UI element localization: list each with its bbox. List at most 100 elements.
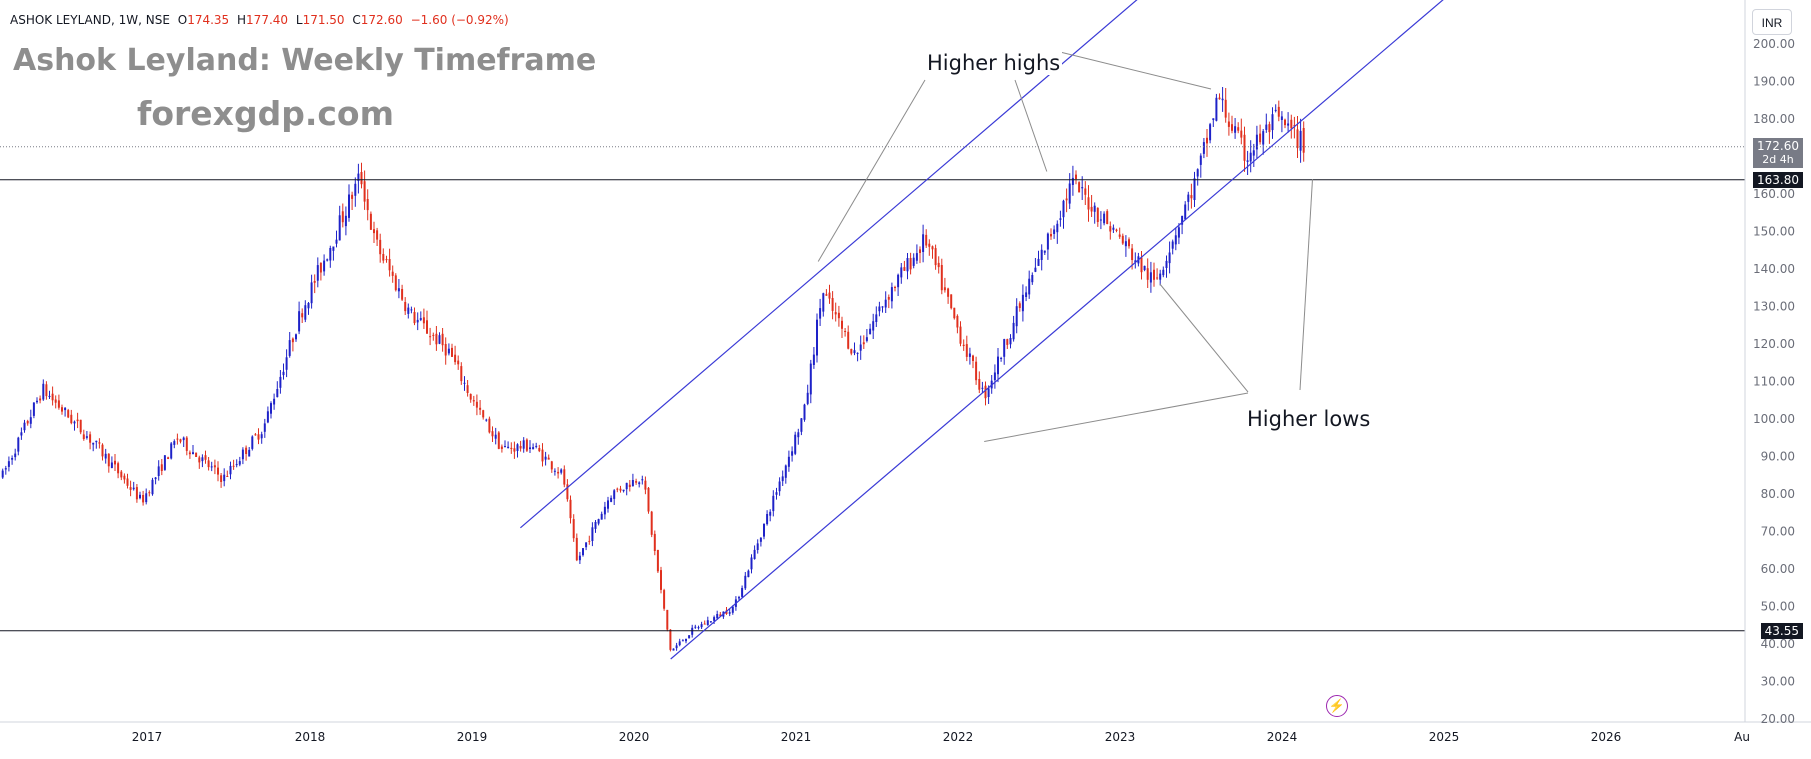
candle-body (85, 436, 88, 438)
candle (1068, 173, 1071, 209)
candle-body (67, 410, 70, 418)
candle-body (123, 475, 126, 480)
candle (1050, 228, 1052, 240)
candle (706, 616, 709, 626)
candle-body (351, 194, 354, 199)
candle (207, 457, 210, 471)
candle-body (494, 434, 497, 439)
candle-body (997, 356, 999, 375)
watermark-title: Ashok Leyland: Weekly Timeframe (13, 43, 597, 78)
time-axis[interactable]: 2017 2018 2019 2020 2021 2022 2023 2024 2025 2026… (132, 730, 1750, 744)
candle (204, 450, 207, 464)
candle-body (226, 476, 229, 477)
candle-body (1093, 205, 1096, 212)
candle (226, 470, 229, 477)
candle-body (188, 452, 191, 455)
candle (1218, 93, 1221, 100)
candle-body (940, 265, 943, 291)
candle (469, 393, 472, 403)
candle-body (628, 484, 631, 487)
candle (167, 456, 170, 460)
candle (897, 273, 900, 296)
candle (1187, 191, 1190, 211)
candle-body (1015, 306, 1018, 327)
candle-body (307, 303, 310, 309)
candle-body (475, 401, 478, 408)
candle-body (535, 445, 538, 447)
candle (516, 443, 519, 458)
candle-body (363, 181, 366, 202)
candle (61, 404, 63, 415)
candle (429, 327, 432, 346)
candle-body (1280, 116, 1283, 120)
candle (1, 468, 4, 479)
candle (828, 284, 831, 304)
candle (360, 162, 363, 189)
candle (1071, 165, 1074, 196)
candle-body (1190, 195, 1193, 199)
candle (859, 335, 862, 360)
time-tick-label: 2024 (1267, 730, 1298, 744)
level-tag-upper: 163.80 (1753, 171, 1803, 188)
candle (947, 287, 950, 304)
candle (728, 608, 731, 617)
candle-body (1096, 207, 1099, 222)
candle-body (1221, 98, 1224, 101)
candle (1075, 170, 1077, 185)
candle (323, 254, 326, 276)
annotation-higher-highs: Higher highs (925, 51, 1063, 75)
symbol-legend: ASHOK LEYLAND, 1W, NSE O174.35 H177.40 L… (10, 13, 509, 27)
candle-body (719, 614, 722, 617)
candle (273, 393, 276, 410)
candle-body (101, 444, 104, 457)
candle (588, 535, 591, 545)
candle (881, 306, 884, 313)
candle (176, 433, 179, 445)
candle (616, 487, 619, 493)
candle (553, 468, 556, 476)
candle-body (569, 499, 572, 519)
candle (354, 177, 357, 207)
candle (48, 390, 51, 399)
price-axis[interactable]: 20.00 30.00 40.00 50.00 60.00 70.00 80.00 90.00… (1753, 37, 1795, 726)
flash-event-icon[interactable]: ⚡ (1326, 695, 1348, 717)
candle-body (51, 393, 54, 401)
candle-body (276, 389, 279, 398)
candle-body (29, 417, 32, 424)
candle (220, 473, 223, 488)
candle (538, 444, 541, 453)
candle-body (285, 357, 288, 370)
candle (173, 439, 176, 449)
candle (669, 629, 672, 652)
candle-body (566, 484, 569, 500)
candle (251, 435, 254, 451)
candle-body (1087, 197, 1090, 210)
candle-body (541, 449, 544, 462)
candle-body (881, 306, 884, 308)
candle-body (875, 314, 878, 322)
candle (535, 442, 538, 449)
candle-body (928, 243, 931, 247)
candle-body (1284, 119, 1286, 126)
candle (114, 454, 116, 471)
candle (1003, 338, 1006, 365)
candle (869, 323, 872, 335)
candle-body (313, 281, 316, 283)
currency-selector[interactable]: INR (1752, 9, 1792, 35)
candle (410, 306, 413, 314)
candle (613, 489, 616, 505)
candle (1249, 140, 1252, 173)
price-tick-label: 100.00 (1753, 412, 1795, 426)
candle-body (1302, 128, 1305, 153)
candle (301, 308, 304, 323)
candle (541, 443, 544, 467)
candle-body (1271, 114, 1274, 131)
candle-body (819, 308, 822, 319)
candle (248, 447, 251, 457)
candle-body (1156, 277, 1159, 279)
candle (931, 245, 934, 259)
candle-body (1227, 121, 1230, 127)
candle-body (1287, 123, 1290, 126)
candle (426, 310, 428, 334)
